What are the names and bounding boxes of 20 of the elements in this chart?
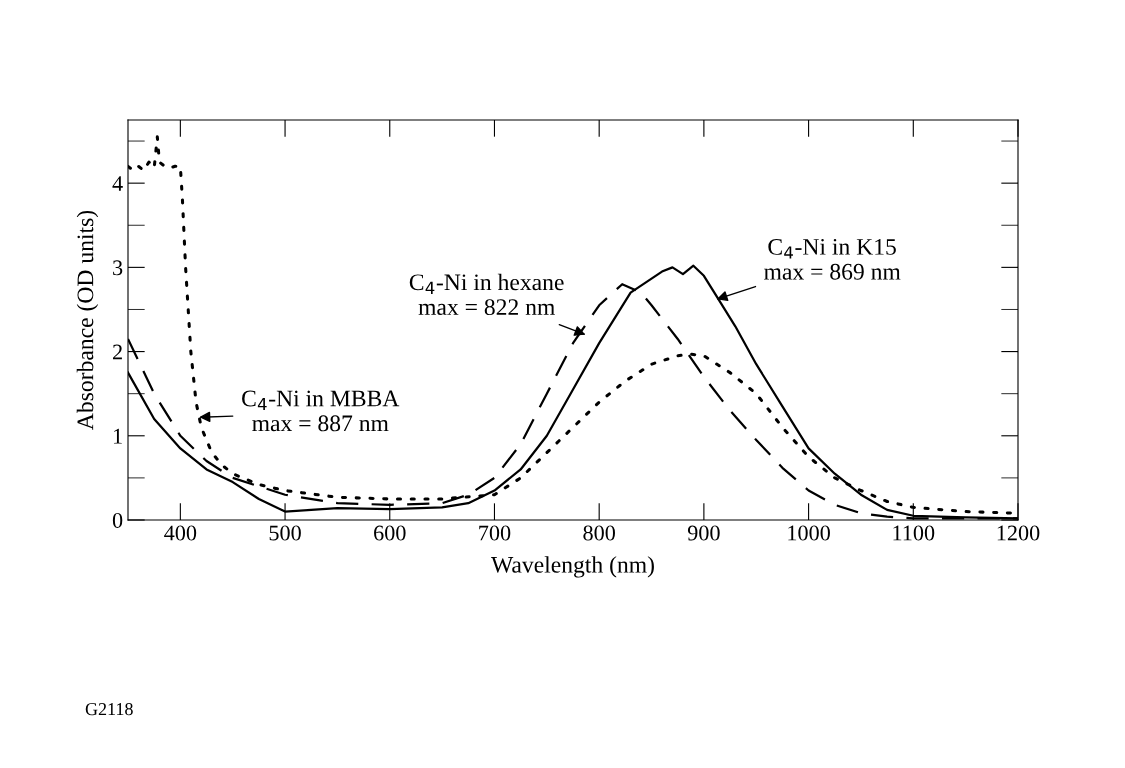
y-tick-label: 4: [112, 176, 123, 191]
annotation: C$_{4}$-Ni in hexane max = 822 nm: [409, 273, 564, 316]
y-tick-label: 2: [113, 344, 122, 360]
x-axis-title: Wavelength (nm): [491, 556, 654, 578]
x-tick-label: 900: [687, 525, 720, 541]
y-tick-label: 3: [113, 260, 123, 276]
x-tick-label: 800: [583, 525, 615, 541]
x-tick-label: 500: [269, 525, 301, 541]
x-tick-label: 400: [164, 525, 197, 541]
annotation: C$_{4}$-Ni in K15 max = 869 nm: [764, 238, 901, 280]
x-tick-label: 1100: [893, 525, 935, 541]
x-tick-label: 700: [479, 525, 511, 541]
x-tick-label: 1200: [997, 525, 1040, 541]
x-tick-label: 600: [374, 525, 406, 541]
x-tick-label: 1000: [788, 525, 830, 541]
text: G2118: [85, 702, 133, 716]
y-tick-label: 0: [112, 512, 123, 528]
y-axis-title: Absorbance (OD units): [76, 210, 99, 430]
annotation: C$_{4}$-Ni in MBBA max = 887 nm: [242, 390, 400, 432]
y-tick-label: 1: [113, 428, 122, 444]
